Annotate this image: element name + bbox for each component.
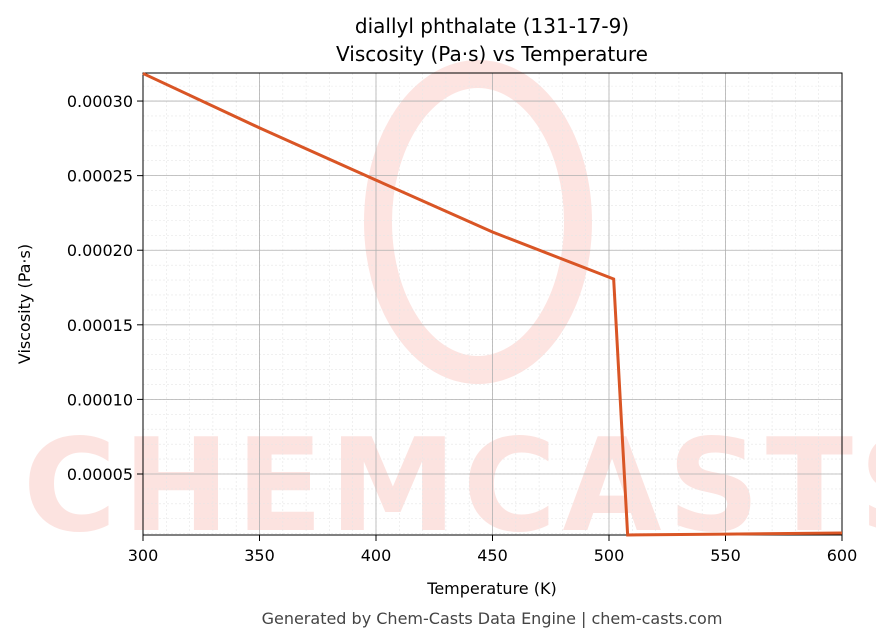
x-tick-label: 600 — [827, 546, 858, 565]
y-tick-label: 0.00010 — [67, 390, 133, 409]
footer: Generated by Chem-Casts Data Engine | ch… — [262, 609, 723, 628]
watermark: CHEMCASTS — [23, 60, 876, 561]
plot-frame — [142, 72, 843, 536]
x-tick-label: 300 — [128, 546, 159, 565]
x-tick-label: 400 — [361, 546, 392, 565]
y-tick-label: 0.00030 — [67, 92, 133, 111]
watermark-text: CHEMCASTS — [23, 412, 876, 561]
y-tick-label: 0.00025 — [67, 167, 133, 186]
x-tick-label: 550 — [710, 546, 741, 565]
chart-subtitle: Viscosity (Pa·s) vs Temperature — [336, 42, 648, 66]
x-tick-label: 350 — [244, 546, 275, 565]
x-tick-label: 450 — [477, 546, 508, 565]
data-line — [142, 72, 843, 537]
x-tick-label: 500 — [594, 546, 625, 565]
y-tick-label: 0.00005 — [67, 465, 133, 484]
y-axis-label: Viscosity (Pa·s) — [15, 244, 34, 364]
y-tick-label: 0.00020 — [67, 241, 133, 260]
chart-title: diallyl phthalate (131-17-9) — [355, 14, 629, 38]
x-axis-label: Temperature (K) — [426, 579, 556, 598]
y-tick-label: 0.00015 — [67, 316, 133, 335]
watermark-logo — [364, 60, 592, 384]
